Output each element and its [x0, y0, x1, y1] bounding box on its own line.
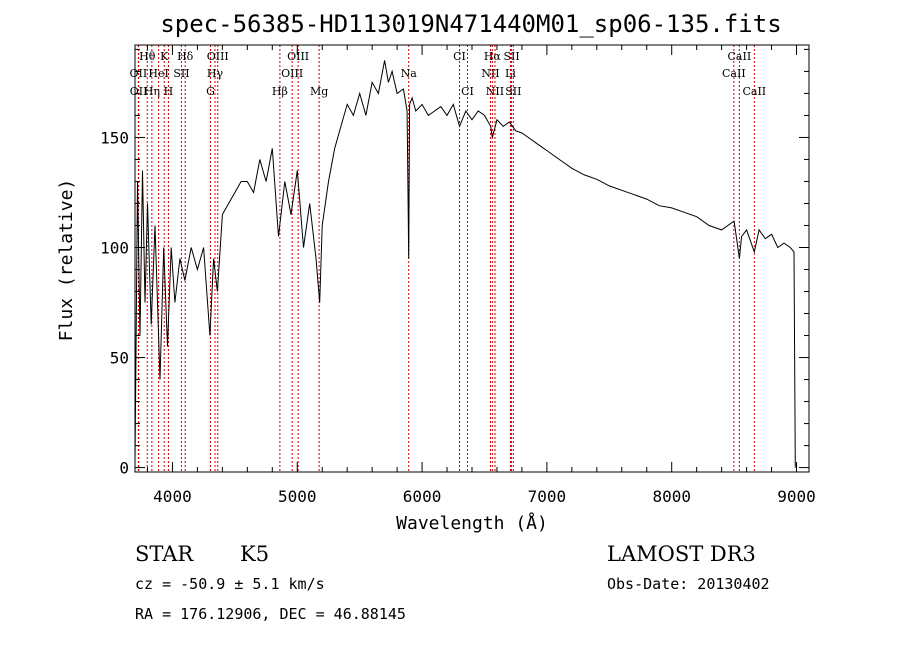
line-label: Hη — [144, 85, 160, 98]
x-tick-label: 5000 — [278, 487, 317, 506]
line-label: G — [206, 85, 215, 98]
x-tick-label: 9000 — [777, 487, 816, 506]
line-label: CaII — [728, 50, 752, 63]
line-label: H — [164, 85, 174, 98]
chart-title: spec-56385-HD113019N471440M01_sp06-135.f… — [160, 10, 781, 38]
line-label: CI — [453, 50, 466, 63]
y-tick-label: 0 — [119, 459, 129, 478]
line-label: Hθ — [139, 50, 156, 63]
line-label: NII — [481, 67, 499, 80]
y-tick-label: 100 — [100, 238, 129, 257]
line-markers — [137, 45, 755, 472]
x-axis-label: Wavelength (Å) — [396, 512, 548, 534]
line-label: Hγ — [207, 67, 224, 80]
spectrum-line — [134, 60, 796, 468]
x-tick-label: 8000 — [652, 487, 691, 506]
coordinates: RA = 176.12906, DEC = 46.88145 — [135, 605, 406, 623]
line-label: OII — [130, 67, 148, 80]
x-tick-label: 4000 — [153, 487, 192, 506]
line-label: Hδ — [177, 50, 194, 63]
line-label: NII — [486, 85, 504, 98]
plot-frame — [134, 44, 810, 473]
line-label: Hβ — [272, 85, 288, 98]
obs-date: Obs-Date: 20130402 — [607, 575, 770, 593]
line-label: Hα — [484, 50, 502, 63]
line-label: OIII — [287, 50, 309, 63]
line-label: SII — [173, 67, 189, 80]
object-type: STAR — [135, 542, 194, 566]
y-axis-label: Flux (relative) — [56, 179, 77, 342]
line-label: SII — [505, 85, 521, 98]
line-label: CI — [461, 85, 474, 98]
line-label: Mg — [310, 85, 328, 98]
line-label: HeI — [148, 67, 168, 80]
x-axis: 4000 5000 6000 7000 8000 9000 — [146, 45, 816, 506]
y-tick-label: 50 — [110, 349, 129, 368]
x-tick-label: 7000 — [528, 487, 567, 506]
y-tick-label: 150 — [100, 128, 129, 147]
line-label: K — [160, 50, 169, 63]
line-label: SII — [503, 50, 519, 63]
line-label: Li — [505, 67, 516, 80]
line-label: OIII — [207, 50, 229, 63]
line-labels: Hθ OII OII K HeI Hη Hδ SII H OIII Hγ G OIII OIII Hβ Mg N… — [130, 50, 767, 98]
line-label: OIII — [281, 67, 303, 80]
line-label: CaII — [742, 85, 766, 98]
line-label: Na — [401, 67, 418, 80]
survey-name: LAMOST DR3 — [607, 542, 756, 566]
x-tick-label: 6000 — [403, 487, 442, 506]
y-axis: 0 50 100 150 — [100, 48, 809, 478]
spectral-subclass: K5 — [240, 542, 269, 566]
line-label: OII — [130, 85, 148, 98]
line-label: CaII — [722, 67, 746, 80]
redshift-cz: cz = -50.9 ± 5.1 km/s — [135, 575, 325, 593]
